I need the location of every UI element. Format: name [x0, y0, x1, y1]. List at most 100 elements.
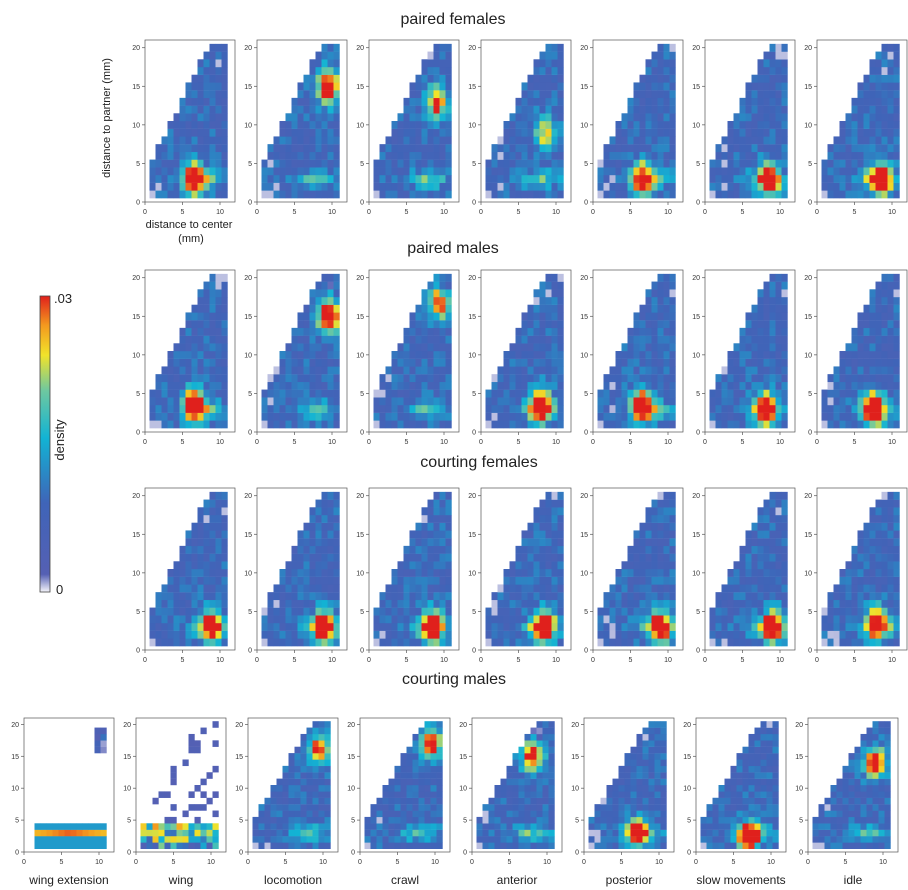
heatmap-cell — [415, 374, 422, 383]
heatmap-cell — [551, 190, 558, 199]
heatmap-cell — [288, 829, 295, 837]
heatmap-cell — [881, 128, 888, 137]
heatmap-cell — [539, 351, 546, 359]
heatmap-cell — [881, 320, 888, 329]
heatmap-cell — [745, 412, 752, 421]
heatmap-cell — [533, 412, 540, 421]
heatmap-cell — [209, 175, 216, 183]
heatmap-cell — [427, 351, 434, 359]
y-tick-label: 0 — [136, 430, 140, 437]
heatmap-cell — [839, 569, 846, 577]
heatmap-cell — [663, 491, 670, 500]
heatmap-cell — [203, 351, 210, 359]
heatmap-cell — [209, 327, 216, 336]
heatmap-cell — [288, 823, 295, 830]
heatmap-cell — [485, 615, 492, 624]
heatmap-cell — [391, 151, 398, 160]
heatmap-cell — [215, 522, 222, 531]
heatmap-cell — [745, 175, 752, 183]
heatmap-cell — [46, 829, 53, 837]
heatmap-cell — [533, 304, 540, 313]
heatmap-cell — [303, 320, 310, 329]
heatmap-cell — [409, 151, 416, 160]
heatmap-cell — [391, 630, 398, 639]
heatmap-cell — [615, 374, 622, 383]
heatmap-cell — [669, 584, 676, 593]
heatmap-cell — [669, 136, 676, 145]
heatmap-cell — [161, 136, 168, 145]
heatmap-cell — [439, 151, 446, 160]
heatmap-cell — [763, 381, 770, 390]
heatmap-cell — [445, 630, 452, 639]
heatmap-cell — [503, 366, 510, 375]
heatmap-cell — [203, 151, 210, 160]
heatmap-cell — [433, 538, 440, 547]
heatmap-cell — [875, 515, 882, 523]
heatmap-cell — [424, 765, 431, 773]
heatmap-cell — [321, 82, 328, 91]
heatmap-cell — [615, 144, 622, 153]
heatmap-cell — [324, 816, 331, 824]
heatmap-cell — [212, 836, 219, 843]
heatmap-cell — [503, 151, 510, 160]
heatmap-cell — [857, 615, 864, 624]
heatmap-cell — [509, 623, 516, 631]
heatmap-cell — [869, 167, 876, 176]
heatmap-cell — [645, 97, 652, 106]
heatmap-cell — [445, 190, 452, 199]
heatmap-cell — [863, 312, 870, 321]
heatmap-cell — [769, 569, 776, 577]
heatmap-cell — [46, 836, 53, 843]
heatmap-cell — [309, 374, 316, 383]
heatmap-cell — [209, 304, 216, 313]
heatmap-cell — [763, 561, 770, 570]
heatmap-cell — [881, 576, 888, 585]
heatmap-cell — [536, 772, 543, 779]
heatmap-cell — [887, 67, 894, 75]
heatmap-cell — [757, 366, 764, 375]
heatmap-cell — [536, 836, 543, 843]
y-tick-label: 5 — [472, 609, 476, 616]
heatmap-cell — [291, 97, 298, 106]
heatmap-cell — [515, 389, 522, 398]
heatmap-cell — [185, 530, 192, 539]
panel-frame — [480, 269, 572, 433]
heatmap-cell — [197, 389, 204, 398]
heatmap-cell — [203, 312, 210, 321]
heatmap-cell — [421, 327, 428, 336]
x-tick-label: 0 — [479, 209, 483, 216]
heatmap-cell — [439, 97, 446, 106]
heatmap-cell — [512, 829, 519, 837]
y-tick-label: 15 — [468, 532, 476, 539]
heatmap-cell — [200, 823, 207, 830]
heatmap-cell — [485, 420, 492, 429]
heatmap-cell — [633, 389, 640, 398]
heatmap-cell — [427, 592, 434, 601]
heatmap-cell — [851, 136, 858, 145]
heatmap-cell — [545, 74, 552, 83]
heatmap-cell — [503, 374, 510, 383]
heatmap-cell — [427, 576, 434, 585]
heatmap-cell — [821, 397, 828, 406]
heatmap-cell — [394, 804, 401, 811]
heatmap-cell — [545, 569, 552, 577]
heatmap-cell — [536, 753, 543, 760]
heatmap-cell — [669, 420, 676, 429]
heatmap-cell — [433, 530, 440, 539]
heatmap-cell — [781, 397, 788, 406]
heatmap-cell — [709, 638, 716, 647]
heatmap-cell — [751, 615, 758, 624]
heatmap-cell — [521, 561, 528, 570]
heatmap-cell — [727, 358, 734, 367]
heatmap-cell — [775, 320, 782, 329]
heatmap-cell — [887, 576, 894, 585]
heatmap-cell — [309, 167, 316, 176]
heatmap-cell — [645, 327, 652, 336]
heatmap-cell — [327, 182, 334, 191]
heatmap-cell — [509, 113, 516, 122]
heatmap-cell — [887, 289, 894, 298]
heatmap-cell — [497, 144, 504, 153]
heatmap-cell — [264, 804, 271, 811]
heatmap-cell — [382, 823, 389, 830]
heatmap-cell — [333, 538, 340, 547]
